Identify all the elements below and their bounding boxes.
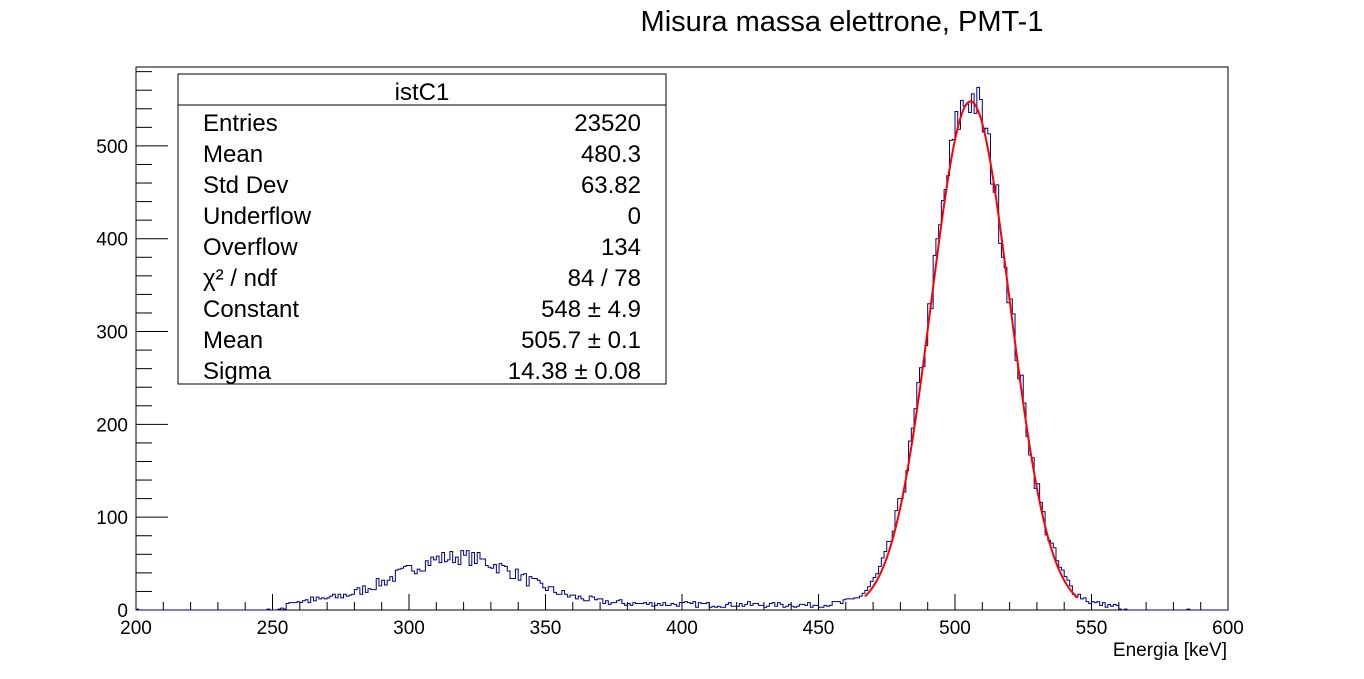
stats-row-label: Sigma [203, 358, 272, 385]
x-tick-label: 250 [257, 618, 289, 639]
stats-row-value: 134 [601, 234, 641, 261]
stats-row-label: Overflow [203, 234, 298, 261]
stats-row-value: 505.7 ± 0.1 [521, 327, 641, 354]
y-tick-label: 300 [96, 323, 128, 344]
stats-row-label: Constant [203, 296, 299, 323]
stats-row-value: 23520 [574, 110, 641, 137]
x-tick-label: 550 [1076, 618, 1108, 639]
x-tick-label: 400 [666, 618, 698, 639]
chart-title: Misura massa elettrone, PMT-1 [640, 6, 1044, 38]
gaussian-fit-curve [864, 100, 1079, 599]
stats-row-value: 63.82 [581, 172, 641, 199]
stats-row-label: Underflow [203, 203, 312, 230]
x-tick-label: 450 [803, 618, 835, 639]
y-tick-label: 400 [96, 230, 128, 251]
x-tick-label: 300 [393, 618, 425, 639]
x-tick-label: 350 [530, 618, 562, 639]
stats-row-value: 0 [628, 203, 641, 230]
axis-ticks [135, 71, 1229, 611]
stats-row-value: 480.3 [581, 141, 641, 168]
x-axis-title: Energia [keV] [1113, 640, 1227, 661]
stats-row-label: Mean [203, 327, 263, 354]
x-tick-label: 200 [120, 618, 152, 639]
stats-row-value: 14.38 ± 0.08 [508, 358, 641, 385]
stats-row-label: Mean [203, 141, 263, 168]
stats-row-label: χ² / ndf [203, 265, 277, 292]
stats-box: istC1 Entries 23520 Mean 480.3 Std Dev 63.82 U… [177, 73, 667, 385]
y-tick-label: 0 [117, 601, 128, 622]
y-tick-label: 500 [96, 137, 128, 158]
stats-row-value: 84 / 78 [568, 265, 641, 292]
x-tick-label: 500 [939, 618, 971, 639]
stats-row-value: 548 ± 4.9 [541, 296, 641, 323]
stats-row-label: Std Dev [203, 172, 288, 199]
stats-box-title: istC1 [395, 79, 450, 106]
axis-tick-labels: 200 250 300 350 400 450 500 550 600 0 100 200 300 400… [96, 137, 1244, 639]
stats-row-label: Entries [203, 110, 278, 137]
y-tick-label: 100 [96, 508, 128, 529]
histogram-series [135, 86, 1228, 611]
x-tick-label: 600 [1212, 618, 1244, 639]
y-tick-label: 200 [96, 415, 128, 436]
